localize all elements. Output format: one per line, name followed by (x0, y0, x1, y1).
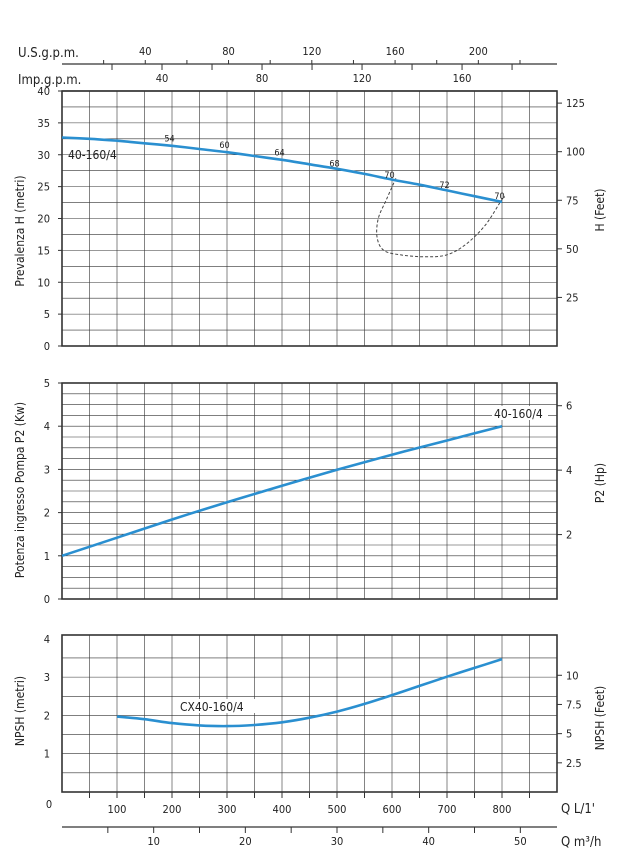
head-series-label: 40-160/4 (68, 148, 117, 162)
head-y2tick-label: 125 (566, 97, 585, 110)
head-y2tick-label: 75 (566, 194, 579, 207)
npsh-series-label: CX40-160/4 (180, 700, 244, 714)
head-ytick-label: 35 (37, 117, 50, 130)
npsh-y2tick-label: 5 (566, 728, 572, 741)
power-panel: Potenza ingresso Pompa P2 (Kw) P2 (Hp) 0… (13, 377, 607, 606)
usgpm-tick-label: 120 (302, 45, 321, 58)
head-ytick-label: 40 (37, 85, 50, 98)
efficiency-label: 64 (274, 149, 284, 159)
head-ytick-label: 10 (37, 276, 50, 289)
lmin-tick-label: 500 (328, 803, 347, 816)
npsh-y2tick-label: 7.5 (566, 698, 582, 711)
power-y2tick-label: 6 (566, 400, 572, 413)
impgpm-tick-label: 120 (353, 72, 372, 85)
power-series-label: 40-160/4 (494, 407, 543, 421)
lmin-tick-label: 700 (438, 803, 457, 816)
power-ytick-label: 3 (44, 463, 50, 476)
m3h-tick-label: 20 (239, 835, 252, 848)
lmin-tick-label: 200 (163, 803, 182, 816)
usgpm-tick-label: 200 (469, 45, 488, 58)
head-ytick-label: 20 (37, 213, 50, 226)
head-curve-40-160-4 (61, 136, 503, 204)
lmin-axis-label: Q L/1' (561, 802, 595, 817)
power-y2label: P2 (Hp) (593, 463, 607, 503)
usgpm-tick-label: 80 (222, 45, 235, 58)
efficiency-label: 54 (164, 135, 174, 145)
head-ytick-label: 5 (44, 308, 50, 321)
npsh-ytick-label: 2 (44, 709, 50, 722)
efficiency-label: 70 (494, 192, 504, 202)
power-ytick-label: 5 (44, 377, 50, 390)
bottom-flow-axes: Q L/1' Q m³/h 0 100 200 300 400 500 600 700 800… (46, 792, 601, 850)
impgpm-axis-label: Imp.g.p.m. (18, 73, 81, 88)
head-ytick-label: 30 (37, 149, 50, 162)
head-ytick-label: 0 (44, 340, 50, 353)
npsh-label-bg (178, 699, 258, 713)
usgpm-axis-label: U.S.g.p.m. (18, 46, 79, 61)
head-y2tick-label: 25 (566, 291, 579, 304)
power-ylabel: Potenza ingresso Pompa P2 (Kw) (13, 402, 27, 578)
usgpm-tick-label: 160 (386, 45, 405, 58)
power-ytick-label: 1 (44, 550, 50, 563)
npsh-ylabel: NPSH (metri) (13, 676, 27, 746)
efficiency-label: 70 (384, 171, 394, 181)
power-label-bg (492, 406, 548, 420)
impgpm-tick-label: 80 (256, 72, 269, 85)
power-ytick-label: 2 (44, 507, 50, 520)
power-curve-40-160-4 (61, 424, 503, 558)
head-ytick-label: 15 (37, 244, 50, 257)
impgpm-tick-label: 160 (453, 72, 472, 85)
head-ylabel: Prevalenza H (metri) (13, 175, 27, 286)
npsh-panel: NPSH (metri) NPSH (Feet) 1 2 3 4 2.5 5 7.5 10 CX… (13, 633, 607, 793)
npsh-ytick-label: 4 (44, 633, 50, 646)
npsh-y2label: NPSH (Feet) (593, 686, 607, 751)
head-y2tick-label: 100 (566, 146, 585, 159)
m3h-tick-label: 40 (422, 835, 435, 848)
efficiency-envelope-dashed (376, 178, 506, 258)
npsh-ytick-label: 3 (44, 671, 50, 684)
lmin-origin-label: 0 (46, 798, 52, 811)
lmin-tick-label: 400 (273, 803, 292, 816)
power-y2tick-label: 4 (566, 464, 572, 477)
lmin-tick-label: 100 (108, 803, 127, 816)
power-ytick-label: 4 (44, 420, 50, 433)
head-panel: Prevalenza H (metri) H (Feet) 0 5 10 15 20 25… (13, 85, 607, 353)
head-y2label: H (Feet) (593, 188, 607, 231)
lmin-tick-label: 800 (493, 803, 512, 816)
efficiency-label: 72 (439, 181, 449, 191)
usgpm-tick-label: 40 (139, 45, 152, 58)
m3h-tick-label: 10 (147, 835, 160, 848)
efficiency-label: 68 (329, 159, 339, 169)
impgpm-tick-label: 40 (156, 72, 169, 85)
lmin-tick-label: 300 (218, 803, 237, 816)
npsh-y2tick-label: 10 (566, 669, 579, 682)
npsh-y2tick-label: 2.5 (566, 757, 582, 770)
power-ytick-label: 0 (44, 593, 50, 606)
npsh-curve-cx40-160-4 (116, 657, 503, 728)
lmin-tick-label: 600 (383, 803, 402, 816)
m3h-tick-label: 30 (331, 835, 344, 848)
m3h-axis-label: Q m³/h (561, 835, 601, 850)
efficiency-label: 60 (219, 141, 229, 151)
top-flow-axes: U.S.g.p.m. Imp.g.p.m. 40 80 120 160 200 40 80 1… (18, 45, 557, 92)
power-y2tick-label: 2 (566, 529, 572, 542)
m3h-tick-label: 50 (514, 835, 527, 848)
head-y2tick-label: 50 (566, 243, 579, 256)
npsh-ytick-label: 1 (44, 748, 50, 761)
head-ytick-label: 25 (37, 181, 50, 194)
